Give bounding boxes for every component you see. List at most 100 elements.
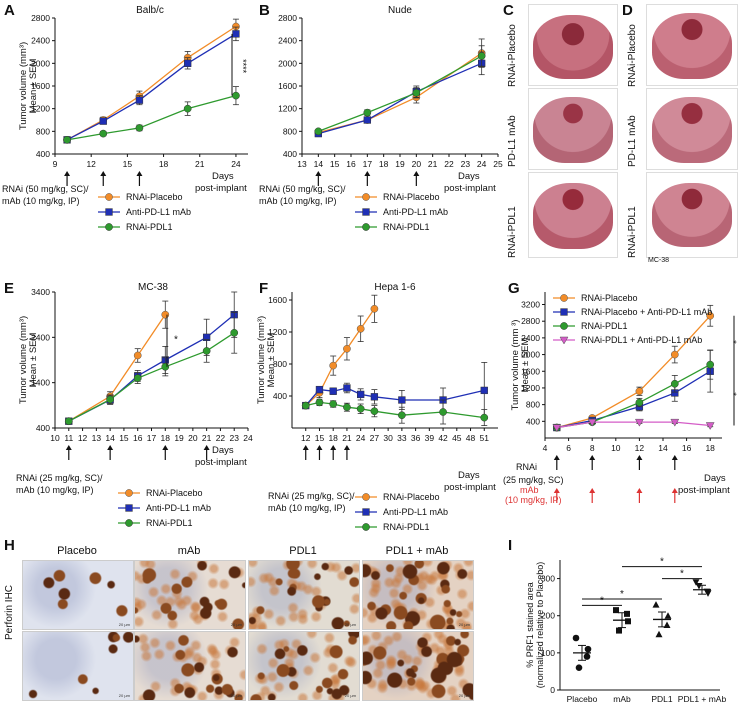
- a-dose-arrowhead-1: [100, 171, 107, 176]
- g-xtick-label-7: 18: [705, 443, 715, 453]
- b-title: Nude: [388, 5, 412, 16]
- g-point-0-2: [635, 387, 644, 396]
- b-ytick-label-1: 800: [283, 126, 297, 136]
- i-point-1-2: [616, 627, 622, 634]
- a-ytick-label-3: 1600: [31, 81, 50, 91]
- f-point-1-8: [480, 386, 488, 395]
- b-xtick-label-0: 13: [297, 159, 307, 169]
- g-point-3-3: [670, 418, 680, 427]
- e-legend-marker-1: [125, 504, 133, 512]
- ihc-scalebar-3-0: 20 µm: [458, 622, 470, 627]
- e-ylabel: Tumor volume (mm³): [18, 316, 29, 404]
- a-series-line-2: [66, 95, 237, 141]
- f-xtick-label-2: 18: [328, 433, 338, 443]
- b-point-1-1: [363, 116, 371, 124]
- i-point-3-2: [695, 583, 703, 590]
- g-ytick-label-3: 1600: [521, 366, 540, 376]
- ihc-scalebar-0-1: 20 µm: [118, 693, 130, 698]
- e-xtick-label-14: 24: [243, 433, 253, 443]
- e-point-2-2: [133, 374, 142, 382]
- a-sig: ****: [238, 59, 248, 74]
- f-ytick-label-0: 400: [273, 391, 287, 401]
- g-rnai-label: RNAi: [516, 462, 537, 472]
- f-ytick-label-1: 800: [273, 359, 287, 369]
- e-ytick-label-1: 1400: [31, 378, 50, 388]
- b-series-line-2: [318, 55, 482, 132]
- e-ytick-label-0: 400: [36, 423, 50, 433]
- e-xtick-label-2: 12: [78, 433, 88, 443]
- f-xtick-label-8: 36: [411, 433, 421, 443]
- b-point-2-3: [477, 52, 486, 60]
- b-xtick-label-6: 19: [395, 159, 405, 169]
- f-ylabel: Tumor volume (mm³): [256, 316, 267, 404]
- f-point-2-4: [356, 404, 365, 413]
- i-point-2-0: [652, 601, 660, 608]
- g-sig-2: *: [728, 392, 738, 396]
- g-legend-marker-1: [560, 308, 568, 316]
- f-point-1-4: [357, 390, 365, 399]
- f-point-0-2: [329, 361, 338, 370]
- h-col-1: Placebo: [57, 545, 97, 557]
- c-lung-photo-3: [528, 172, 618, 258]
- g-series-line-2: [556, 364, 711, 429]
- d-lung-photo-2: [646, 88, 738, 170]
- ihc-tile-1-1: 20 µm: [134, 631, 246, 701]
- g-point-0-3: [670, 350, 679, 359]
- h-col-2: mAb: [177, 545, 201, 557]
- f-point-0-3: [343, 344, 351, 353]
- g-series-line-0: [556, 315, 711, 429]
- g-legend-label-0: RNAi-Placebo: [581, 293, 638, 303]
- e-xtick-label-6: 16: [133, 433, 143, 443]
- a-treatment-line2: mAb (10 mg/kg, IP): [2, 196, 80, 206]
- f-xtick-label-3: 21: [342, 433, 352, 443]
- g-point-3-2: [634, 418, 644, 427]
- g-legend-marker-2: [560, 322, 568, 330]
- b-xtick-label-12: 25: [493, 159, 503, 169]
- g-sig-1: *: [728, 340, 738, 344]
- f-xtick-label-1: 15: [315, 433, 325, 443]
- g-point-2-2: [635, 398, 644, 407]
- f-point-2-1: [315, 398, 324, 407]
- c-lung-photo-1: [528, 4, 618, 86]
- panel-letter-f: F: [259, 280, 269, 297]
- a-point-1-1: [99, 117, 107, 125]
- e-treatment-line1: RNAi (25 mg/kg, SC)/: [16, 473, 103, 483]
- b-treatment-line2: mAb (10 mg/kg, IP): [259, 196, 337, 206]
- f-treatment-line2: mAb (10 mg/kg, IP): [268, 503, 346, 513]
- e-series-line-1: [68, 314, 235, 422]
- ihc-scalebar-1-0: 20 µm: [230, 622, 242, 627]
- g-point-3-4: [705, 422, 715, 430]
- a-point-2-0: [63, 135, 71, 144]
- f-xtick-label-0: 12: [301, 433, 311, 443]
- a-ytick-label-0: 400: [36, 149, 50, 159]
- f-point-2-2: [329, 400, 338, 408]
- panel-letter-a: A: [4, 2, 15, 19]
- g-ytick-label-5: 2400: [521, 333, 540, 343]
- i-xtick-label-0: Placebo: [567, 694, 598, 704]
- e-point-0-2: [133, 351, 142, 360]
- g-xtick-label-4: 12: [635, 443, 645, 453]
- c-lung-photo-2: [528, 88, 618, 170]
- i-point-2-2: [655, 630, 663, 638]
- g-ytick-label-0: 400: [526, 416, 540, 426]
- e-xtick-label-8: 18: [161, 433, 171, 443]
- e-sig: *: [174, 335, 178, 346]
- f-point-2-0: [301, 401, 310, 410]
- f-point-2-6: [398, 411, 406, 420]
- a-xaxis-title: Days: [212, 171, 234, 182]
- b-legend-label-1: Anti-PD-L1 mAb: [383, 207, 448, 217]
- g-ylabel: Tumor volume (mm ³): [510, 320, 521, 411]
- e-point-2-5: [230, 328, 239, 337]
- i-point-3-3: [703, 588, 711, 596]
- b-xtick-label-10: 23: [461, 159, 471, 169]
- e-xtick-label-7: 17: [147, 433, 157, 443]
- f-xtick-label-7: 33: [397, 433, 407, 443]
- panel-letter-i: I: [508, 537, 513, 554]
- a-legend-label-1: Anti-PD-L1 mAb: [126, 207, 191, 217]
- b-xtick-label-4: 17: [363, 159, 373, 169]
- b-ytick-label-4: 2000: [278, 58, 297, 68]
- g-dose-arrowhead-0: [553, 455, 560, 460]
- e-legend-marker-0: [125, 489, 133, 497]
- i-sig-0: *: [600, 595, 604, 606]
